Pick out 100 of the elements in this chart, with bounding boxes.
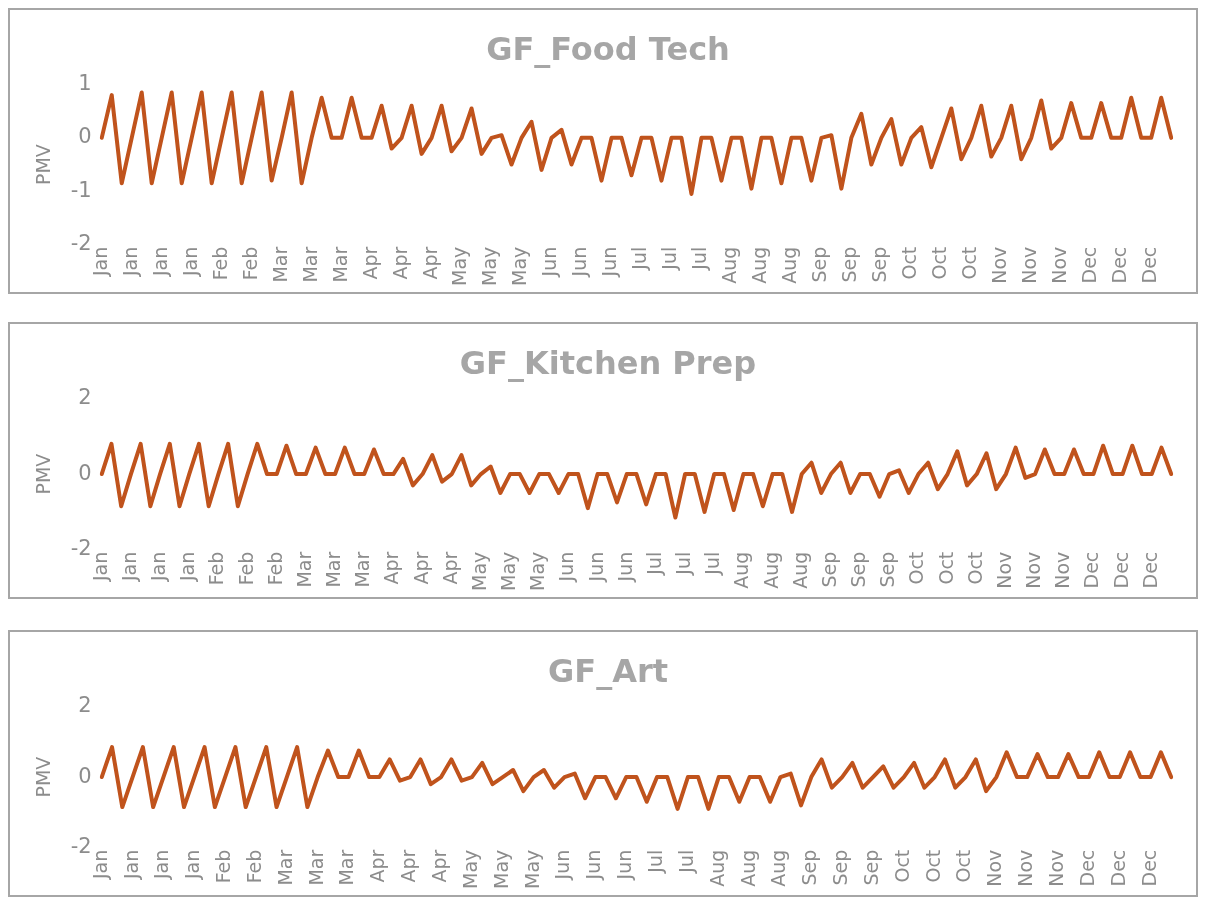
x-tick-label: Sep [808, 246, 831, 283]
x-tick-label: Apr [409, 551, 432, 585]
chart-title: GF_Kitchen Prep [459, 343, 757, 382]
y-tick-label: 0 [78, 124, 92, 149]
x-tick-label: Apr [366, 849, 389, 883]
x-tick-label: Sep [876, 551, 899, 588]
x-tick-label: Sep [838, 246, 861, 283]
x-tick-label: Mar [322, 551, 345, 588]
x-tick-label: Sep [847, 551, 870, 588]
x-tick-label: Apr [358, 246, 381, 280]
x-tick-label: Jan [181, 849, 204, 881]
x-tick-label: Apr [380, 551, 403, 585]
x-tick-label: Dec [1075, 849, 1098, 887]
x-tick-label: Nov [1051, 551, 1074, 589]
x-tick-label: Nov [1048, 246, 1071, 284]
x-tick-label: Jul [672, 551, 695, 576]
x-tick-label: Dec [1106, 849, 1129, 887]
y-tick-label: 1 [78, 70, 92, 95]
x-tick-label: May [508, 246, 531, 286]
x-tick-label: Aug [730, 551, 753, 589]
x-tick-label: Mar [304, 849, 327, 886]
x-tick-label: Jul [688, 246, 711, 271]
x-tick-label: Mar [268, 246, 291, 283]
x-tick-label: Jan [148, 246, 171, 278]
x-tick-label: Oct [952, 849, 975, 883]
x-tick-label: Jun [613, 849, 636, 881]
x-tick-label: Mar [273, 849, 296, 886]
x-tick-label: May [489, 849, 512, 889]
x-tick-label: Nov [1022, 551, 1045, 589]
x-tick-label: Sep [798, 849, 821, 886]
x-tick-label: May [497, 551, 520, 591]
y-axis-title: PMV [32, 756, 55, 798]
x-tick-label: Apr [438, 551, 461, 585]
x-tick-label: Oct [921, 849, 944, 883]
x-tick-label: May [526, 551, 549, 591]
x-tick-label: Nov [983, 849, 1006, 887]
x-tick-label: Oct [890, 849, 913, 883]
x-tick-label: Jul [643, 849, 666, 874]
x-tick-label: Jun [551, 849, 574, 881]
x-tick-label: Mar [328, 246, 351, 283]
x-tick-label: Jan [118, 246, 141, 278]
x-tick-label: Apr [397, 849, 420, 883]
x-tick-label: Jan [178, 246, 201, 278]
x-tick-label: Aug [788, 551, 811, 589]
x-tick-label: Sep [859, 849, 882, 886]
x-tick-label: May [458, 849, 481, 889]
x-tick-label: Jun [538, 246, 561, 278]
x-tick-label: Jan [147, 551, 170, 583]
y-tick-label: -2 [70, 536, 92, 561]
x-tick-label: Jul [674, 849, 697, 874]
x-tick-label: Aug [736, 849, 759, 887]
x-tick-label: Jan [176, 551, 199, 583]
x-tick-label: Mar [298, 246, 321, 283]
x-tick-label: Oct [905, 551, 928, 585]
x-tick-label: Oct [934, 551, 957, 585]
x-tick-label: Dec [1137, 849, 1160, 887]
x-tick-label: Feb [234, 551, 257, 586]
x-tick-label: Jan [150, 849, 173, 881]
y-tick-label: 0 [78, 460, 92, 485]
x-tick-label: Mar [335, 849, 358, 886]
y-tick-label: 2 [78, 384, 92, 409]
x-tick-label: Sep [817, 551, 840, 588]
x-tick-label: Mar [292, 551, 315, 588]
y-tick-label: 0 [78, 763, 92, 788]
x-tick-label: Sep [829, 849, 852, 886]
x-tick-label: Nov [1014, 849, 1037, 887]
x-tick-label: Mar [351, 551, 374, 588]
x-tick-label: Nov [992, 551, 1015, 589]
x-tick-label: Jul [701, 551, 724, 576]
x-tick-label: Feb [208, 246, 231, 281]
x-tick-label: May [520, 849, 543, 889]
x-tick-label: Oct [963, 551, 986, 585]
x-tick-label: Jun [584, 551, 607, 583]
x-tick-label: Aug [767, 849, 790, 887]
x-tick-label: Jan [119, 849, 142, 881]
x-tick-label: Aug [718, 246, 741, 284]
y-tick-label: -2 [70, 834, 92, 859]
x-tick-label: Jul [628, 246, 651, 271]
y-tick-label: -1 [70, 177, 92, 202]
y-axis-title: PMV [32, 453, 55, 495]
x-tick-label: Dec [1138, 246, 1161, 284]
x-tick-label: Feb [242, 849, 265, 884]
x-tick-label: Sep [868, 246, 891, 283]
x-tick-label: Oct [898, 246, 921, 280]
x-tick-label: Apr [428, 849, 451, 883]
x-tick-label: Oct [928, 246, 951, 280]
x-tick-label: May [478, 246, 501, 286]
x-tick-label: Jan [117, 551, 140, 583]
x-tick-label: Aug [748, 246, 771, 284]
x-tick-label: Dec [1080, 551, 1103, 589]
x-tick-label: Jul [642, 551, 665, 576]
x-tick-label: Aug [705, 849, 728, 887]
x-tick-label: Jun [598, 246, 621, 278]
x-tick-label: Nov [1045, 849, 1068, 887]
chart-title: GF_Art [548, 651, 668, 690]
x-tick-label: Nov [1018, 246, 1041, 284]
x-tick-label: Aug [778, 246, 801, 284]
x-tick-label: Jun [568, 246, 591, 278]
x-tick-label: Dec [1109, 551, 1132, 589]
x-tick-label: Jul [658, 246, 681, 271]
